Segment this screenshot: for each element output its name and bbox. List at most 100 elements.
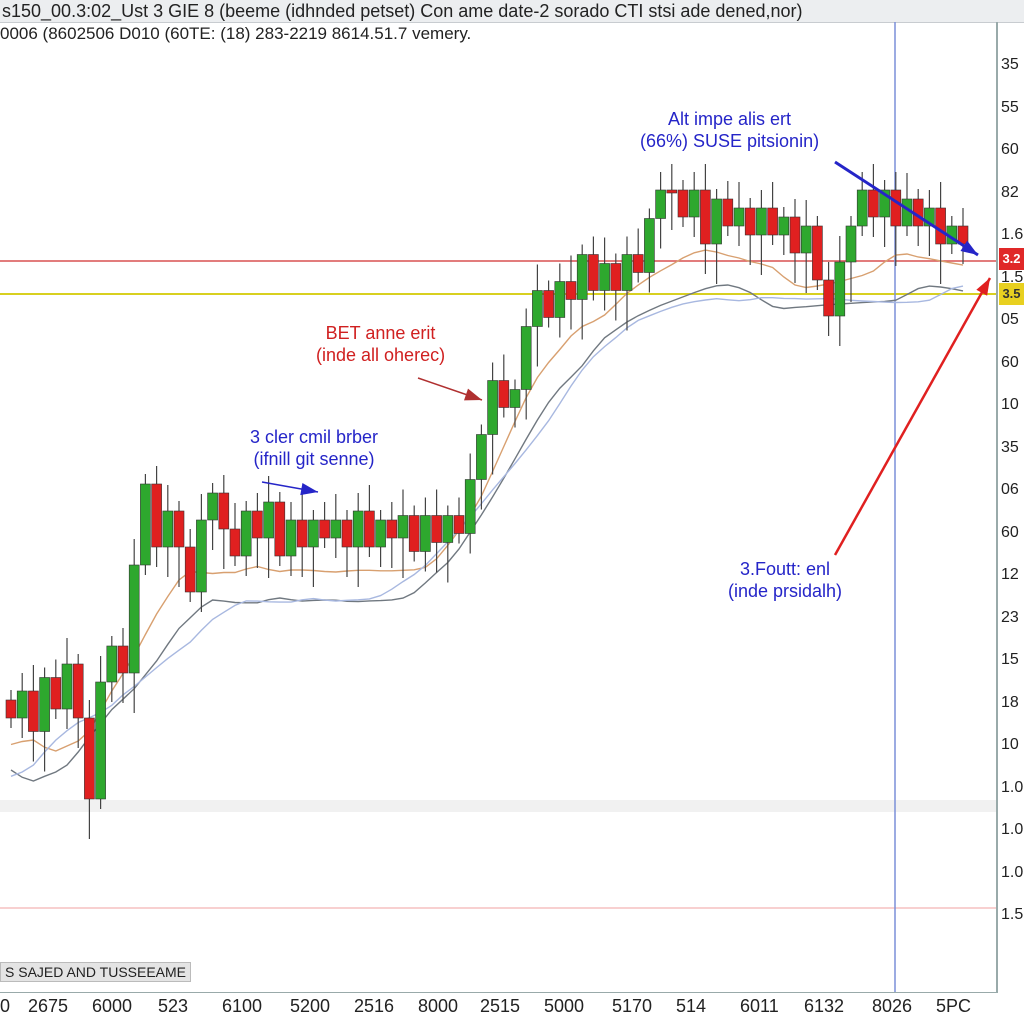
candle[interactable] (162, 485, 174, 577)
candle[interactable] (218, 475, 230, 569)
candle[interactable] (565, 255, 577, 330)
candle[interactable] (868, 164, 879, 237)
candle[interactable] (420, 497, 431, 572)
candle[interactable] (397, 489, 409, 579)
candle[interactable] (879, 180, 890, 247)
candle[interactable] (509, 379, 521, 428)
candle[interactable] (588, 236, 599, 301)
candle[interactable] (140, 474, 151, 575)
candle[interactable] (800, 200, 812, 293)
candle[interactable] (117, 628, 129, 703)
candle[interactable] (576, 244, 588, 340)
toolbar: s150_00.3:02_Ust 3 GIE 8 (beeme (idhnded… (0, 0, 1024, 23)
candle[interactable] (375, 510, 386, 567)
candle[interactable] (95, 656, 106, 809)
candle[interactable] (207, 483, 218, 550)
candle[interactable] (599, 237, 610, 311)
candle[interactable] (408, 505, 420, 562)
price-axis[interactable] (996, 22, 998, 992)
candle[interactable] (50, 659, 62, 720)
candle[interactable] (72, 654, 84, 748)
candle[interactable] (957, 208, 969, 264)
candle[interactable] (856, 172, 868, 236)
candle[interactable] (229, 503, 241, 566)
candle[interactable] (431, 489, 442, 573)
candle[interactable] (823, 262, 834, 336)
candle[interactable] (700, 164, 711, 274)
candle[interactable] (621, 236, 633, 331)
candle[interactable] (285, 502, 297, 576)
price-label: 1.5 (1001, 906, 1024, 923)
candle[interactable] (330, 494, 342, 558)
candle[interactable] (61, 638, 73, 729)
time-axis[interactable] (0, 992, 998, 993)
candle[interactable] (677, 180, 689, 227)
candle[interactable] (274, 492, 286, 566)
candle[interactable] (453, 497, 465, 544)
moving-average-line (10, 249, 964, 752)
annotation-line: (inde prsidalh) (728, 581, 843, 601)
candle[interactable] (520, 308, 532, 420)
candle[interactable] (778, 207, 790, 255)
candle[interactable] (28, 665, 39, 762)
candle[interactable] (744, 198, 756, 265)
candle[interactable] (688, 172, 700, 237)
candle[interactable] (84, 700, 95, 839)
candle[interactable] (464, 453, 476, 554)
candle[interactable] (845, 216, 857, 302)
candle[interactable] (632, 228, 644, 283)
candle[interactable] (173, 501, 185, 587)
candle[interactable] (352, 493, 364, 587)
candle[interactable] (767, 182, 778, 245)
candle[interactable] (308, 510, 319, 587)
candle[interactable] (16, 673, 28, 738)
candle[interactable] (442, 505, 454, 583)
candle[interactable] (901, 173, 913, 236)
candle[interactable] (655, 172, 666, 249)
candle[interactable] (151, 466, 162, 567)
red-arrow-icon (833, 277, 992, 556)
candle[interactable] (498, 354, 510, 418)
candle[interactable] (39, 667, 50, 772)
candle[interactable] (364, 485, 375, 557)
candle[interactable] (476, 424, 487, 510)
candle[interactable] (812, 216, 823, 290)
candle[interactable] (543, 280, 554, 328)
candle[interactable] (554, 263, 566, 338)
annotation-bottom-right: 3.Foutt: enl (inde prsidalh) (728, 558, 842, 602)
candle[interactable] (890, 172, 902, 266)
time-label: 514 (676, 996, 707, 1016)
candle[interactable] (196, 494, 207, 612)
candle[interactable] (610, 253, 622, 321)
candle[interactable] (834, 236, 846, 346)
blue-arrow-icon (834, 160, 979, 257)
candle[interactable] (644, 208, 655, 293)
candle[interactable] (722, 181, 734, 236)
candle[interactable] (106, 636, 118, 702)
annotation-line: (ifnill git senne) (253, 449, 375, 469)
annotation-left: 3 cler cmil brber (ifnill git senne) (250, 426, 378, 470)
candle[interactable] (711, 189, 722, 284)
candle[interactable] (252, 493, 263, 568)
candle[interactable] (240, 501, 252, 576)
price-label: 15 (1001, 651, 1019, 668)
pointer-arrow-icon (417, 377, 483, 401)
candle[interactable] (789, 199, 801, 283)
candle[interactable] (756, 190, 767, 275)
price-label: 10 (1001, 396, 1019, 413)
candle[interactable] (128, 539, 140, 713)
candle[interactable] (341, 510, 353, 577)
candle[interactable] (5, 690, 17, 728)
candle[interactable] (666, 164, 678, 230)
candle[interactable] (532, 264, 543, 367)
candle[interactable] (487, 362, 498, 475)
candle[interactable] (296, 494, 308, 577)
candle[interactable] (319, 502, 330, 548)
candle[interactable] (733, 182, 745, 246)
price-label: 1.5 (1001, 268, 1024, 286)
candle[interactable] (263, 476, 274, 578)
candle[interactable] (386, 502, 398, 568)
price-label: 1.0 (1001, 863, 1024, 881)
candle[interactable] (184, 529, 196, 602)
